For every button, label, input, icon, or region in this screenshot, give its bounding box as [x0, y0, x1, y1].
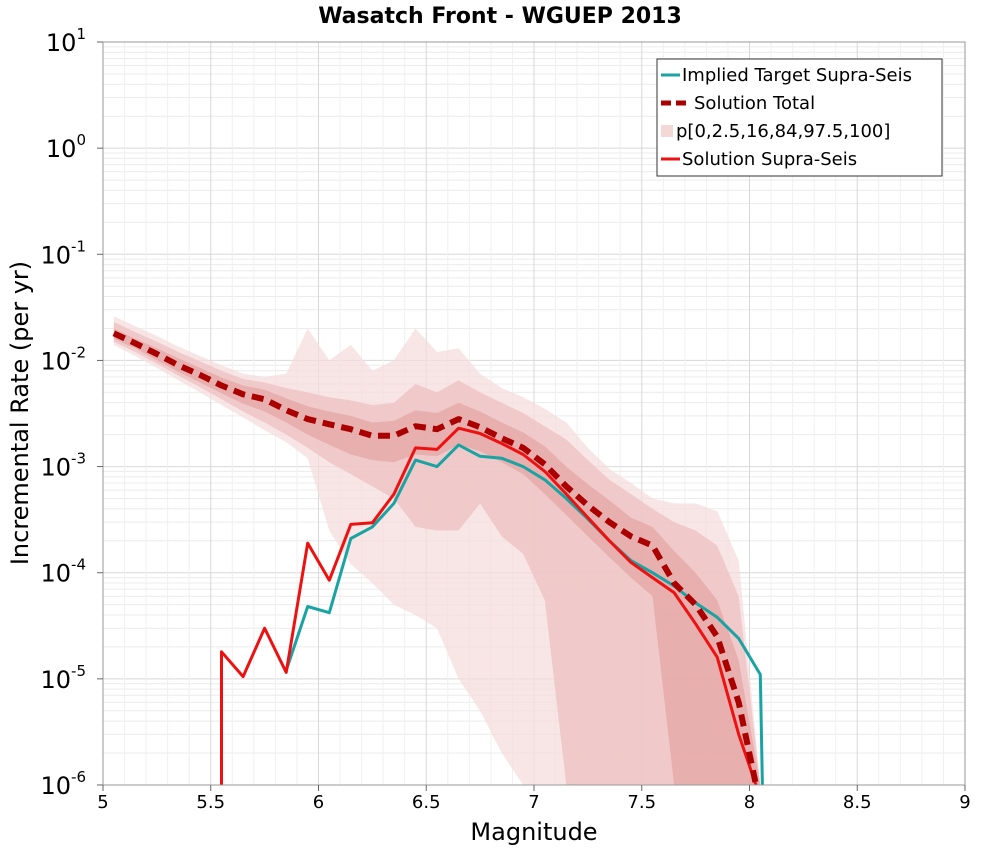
legend-box — [656, 58, 943, 177]
line-implied-target-supra-seis — [284, 443, 764, 786]
x-tick-label: 7 — [528, 792, 539, 813]
x-tick-label: 8.5 — [843, 792, 872, 813]
y-tick-label: 10-1 — [40, 237, 86, 269]
legend-label: Implied Target Supra-Seis — [682, 65, 912, 86]
y-tick-label: 10-3 — [40, 450, 86, 482]
y-tick-label: 10-5 — [40, 662, 86, 694]
y-tick-label: 10-2 — [40, 343, 86, 375]
y-tick-label: 10-4 — [40, 556, 86, 588]
x-tick-label: 6 — [313, 792, 324, 813]
y-tick-label: 100 — [46, 131, 86, 163]
x-axis-label: Magnitude — [470, 818, 597, 846]
x-tick-label: 9 — [959, 792, 970, 813]
legend-label: Solution Supra-Seis — [682, 149, 857, 170]
line-solution-total — [112, 330, 759, 786]
band-p16-p84 — [113, 328, 761, 785]
y-tick-label: 101 — [46, 25, 86, 57]
chart-title: Wasatch Front - WGUEP 2013 — [318, 4, 682, 29]
y-tick-label: 10-6 — [40, 768, 86, 800]
line-solution-supra-seis — [220, 426, 758, 786]
legend: Implied Target Supra-Seis Solution Total p… — [656, 58, 943, 177]
y-axis-ticks: 10-6 10-5 10-4 10-3 10-2 10-1 100 101 — [40, 25, 103, 800]
percentile-bands — [113, 316, 761, 785]
x-tick-label: 6.5 — [412, 792, 441, 813]
y-axis-label: Incremental Rate (per yr) — [6, 261, 34, 565]
band-p2-5-p97-5 — [113, 322, 761, 785]
legend-label: Solution Total — [694, 93, 815, 114]
legend-swatch-band — [661, 125, 673, 137]
x-tick-label: 5.5 — [196, 792, 225, 813]
series-lines — [112, 330, 764, 786]
x-tick-label: 8 — [744, 792, 755, 813]
legend-label: p[0,2.5,16,84,97.5,100] — [676, 121, 890, 142]
x-axis-ticks: 5 5.5 6 6.5 7 7.5 8 8.5 9 — [97, 785, 971, 813]
x-tick-label: 5 — [97, 792, 108, 813]
x-tick-label: 7.5 — [627, 792, 656, 813]
